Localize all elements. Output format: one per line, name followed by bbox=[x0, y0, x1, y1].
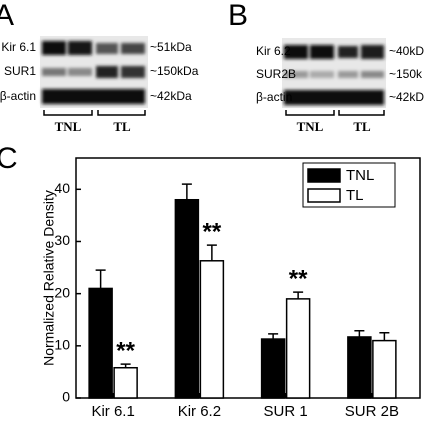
row-label: SUR1 bbox=[4, 64, 36, 78]
error-bar bbox=[206, 244, 217, 261]
error-bar bbox=[95, 269, 106, 289]
bar bbox=[199, 260, 225, 399]
significance: ** bbox=[289, 265, 308, 292]
plot-frame bbox=[75, 157, 421, 399]
y-tick-label: 0 bbox=[62, 389, 70, 405]
row-label: Kir 6.1 bbox=[1, 40, 36, 54]
x-tick-label: SUR 2B bbox=[345, 403, 399, 420]
size-label: ~42kDa bbox=[150, 89, 192, 103]
panel-letter: A bbox=[0, 0, 14, 32]
significance: ** bbox=[116, 337, 135, 364]
y-tick-label: 10 bbox=[54, 337, 70, 353]
panel-letter: B bbox=[228, 0, 248, 32]
x-tick-label: SUR 1 bbox=[264, 403, 308, 420]
y-tick-label: 30 bbox=[54, 232, 70, 248]
size-label: ~51kDa bbox=[150, 40, 192, 54]
size-label: ~150k bbox=[389, 67, 423, 81]
legend-label: TL bbox=[346, 187, 364, 204]
bar bbox=[372, 339, 397, 399]
bar bbox=[113, 366, 138, 399]
error-bar bbox=[181, 183, 192, 200]
row-label: Kir 6.2 bbox=[256, 44, 291, 58]
group-label: TNL bbox=[297, 119, 324, 134]
row-label: SUR2B bbox=[256, 67, 296, 81]
error-bar bbox=[268, 333, 279, 340]
y-tick-label: 20 bbox=[54, 284, 70, 300]
error-bar bbox=[354, 329, 365, 337]
bar bbox=[347, 336, 372, 399]
bar bbox=[260, 338, 286, 399]
blot-a bbox=[40, 36, 148, 116]
y-tick-label: 40 bbox=[54, 180, 70, 196]
group-label: TL bbox=[353, 119, 371, 134]
blot-b bbox=[282, 38, 386, 116]
bar bbox=[88, 287, 113, 399]
y-axis-label: Normalized Relative Density bbox=[41, 190, 57, 366]
size-label: ~42kD bbox=[389, 90, 424, 104]
legend-swatch bbox=[307, 168, 341, 183]
legend-label: TNL bbox=[346, 167, 374, 184]
legend-swatch bbox=[307, 188, 341, 203]
panel-letter: C bbox=[0, 142, 18, 175]
significance: ** bbox=[203, 218, 222, 245]
group-label: TNL bbox=[55, 119, 82, 134]
size-label: ~40kD bbox=[389, 44, 424, 58]
group-label: TL bbox=[113, 119, 131, 134]
bar bbox=[174, 198, 200, 399]
error-bar bbox=[293, 291, 304, 299]
row-label: β-actin bbox=[256, 90, 292, 104]
row-label: β-actin bbox=[0, 89, 36, 103]
error-bar bbox=[379, 332, 390, 341]
bar bbox=[285, 298, 311, 399]
x-tick-label: Kir 6.1 bbox=[91, 403, 134, 420]
size-label: ~150kDa bbox=[150, 64, 199, 78]
x-tick-label: Kir 6.2 bbox=[178, 403, 221, 420]
